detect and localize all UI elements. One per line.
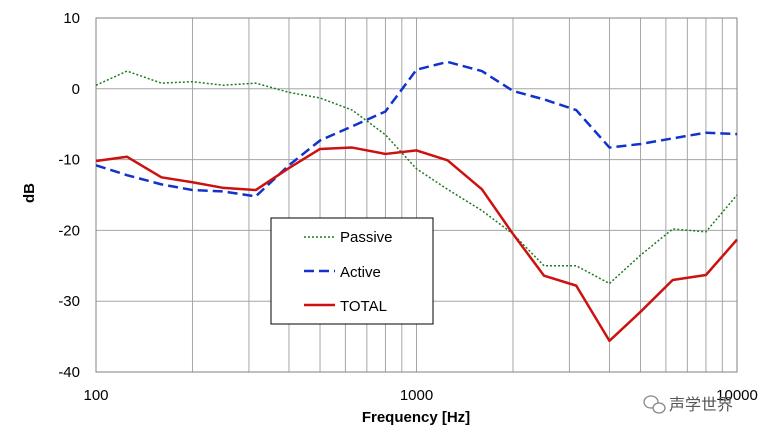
x-axis-title: Frequency [Hz] <box>362 409 470 426</box>
y-tick-label: 10 <box>63 10 80 27</box>
legend-label-passive: Passive <box>340 229 393 246</box>
series-group <box>95 60 738 343</box>
y-tick-label: -20 <box>58 222 80 239</box>
watermark-text: 声学世界 <box>669 395 733 414</box>
legend: Passive Active TOTAL <box>270 217 434 325</box>
grid <box>96 18 737 372</box>
legend-box <box>270 217 434 325</box>
y-axis-title: dB <box>21 183 38 203</box>
y-axis-ticks: 10 0 -10 -20 -30 -40 <box>58 10 80 381</box>
y-tick-label: -10 <box>58 152 80 169</box>
x-tick-label: 1000 <box>400 387 433 404</box>
series-line-passive <box>95 70 738 285</box>
watermark: 声学世界 <box>643 395 733 414</box>
x-tick-label: 100 <box>83 387 108 404</box>
y-tick-label: 0 <box>72 81 80 98</box>
legend-label-active: Active <box>340 264 381 281</box>
series-line-total <box>95 146 738 343</box>
x-tick-label: 10000 <box>716 387 758 404</box>
wechat-icon <box>643 395 666 414</box>
y-tick-label: -40 <box>58 364 80 381</box>
legend-label-total: TOTAL <box>340 298 387 315</box>
y-tick-label: -30 <box>58 293 80 310</box>
series-line-active <box>95 60 738 198</box>
x-axis-ticks: 100 1000 10000 <box>83 387 757 404</box>
